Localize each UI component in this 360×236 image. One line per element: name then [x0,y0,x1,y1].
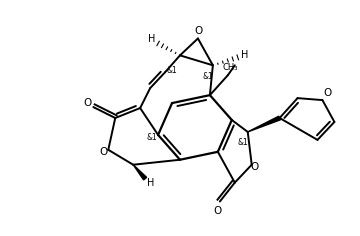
Polygon shape [248,116,280,132]
Text: &1: &1 [203,72,213,81]
Text: O: O [99,147,107,157]
Text: O: O [323,88,332,98]
Text: H: H [241,50,248,60]
Text: &1: &1 [147,133,157,142]
Polygon shape [133,165,147,180]
Text: O: O [83,98,91,108]
Text: CH₃: CH₃ [222,63,238,72]
Text: O: O [214,206,222,216]
Text: H: H [148,34,156,44]
Text: &1: &1 [167,66,177,75]
Text: &1: &1 [237,138,248,147]
Text: O: O [251,162,259,172]
Text: H: H [148,178,155,188]
Text: O: O [195,25,203,35]
